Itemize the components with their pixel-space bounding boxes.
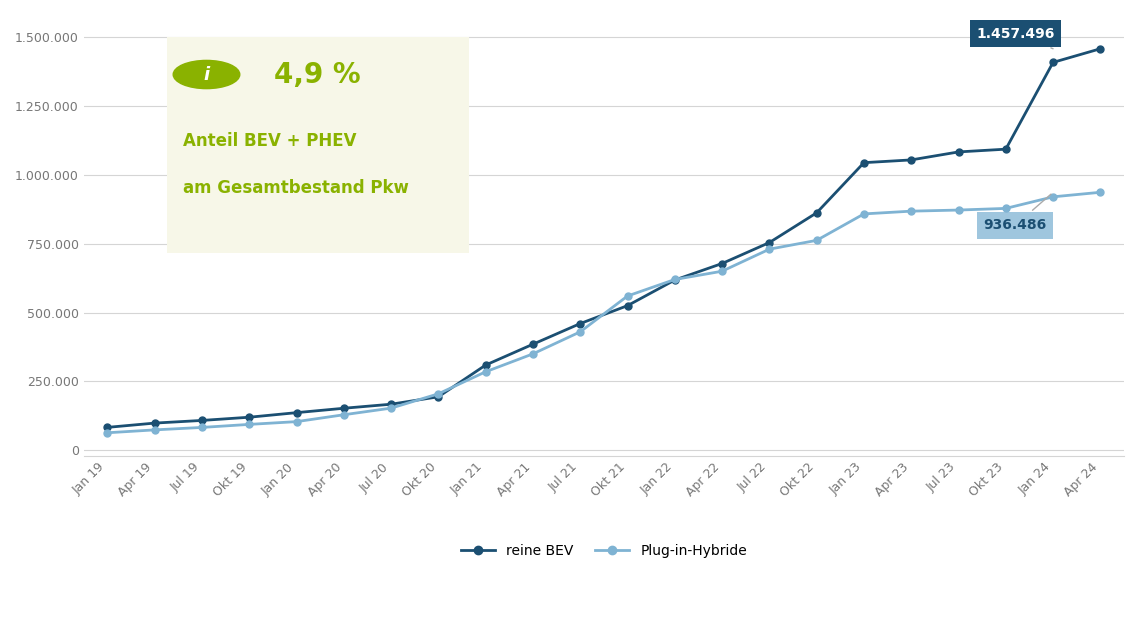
Legend: reine BEV, Plug-in-Hybride: reine BEV, Plug-in-Hybride <box>454 539 753 564</box>
Plug-in-Hybride <box>384 404 398 412</box>
reine BEV <box>478 361 492 369</box>
reine BEV <box>195 417 208 424</box>
Text: Anteil BEV + PHEV: Anteil BEV + PHEV <box>182 132 357 150</box>
Circle shape <box>173 60 240 88</box>
reine BEV <box>952 148 966 155</box>
Plug-in-Hybride <box>1093 189 1107 196</box>
reine BEV <box>762 239 776 246</box>
Plug-in-Hybride <box>621 292 634 300</box>
reine BEV <box>100 424 114 431</box>
Plug-in-Hybride <box>526 350 540 357</box>
reine BEV <box>810 209 823 216</box>
reine BEV <box>573 320 587 327</box>
reine BEV <box>243 413 256 421</box>
Plug-in-Hybride <box>952 206 966 214</box>
Plug-in-Hybride <box>289 418 303 425</box>
Plug-in-Hybride <box>432 390 445 398</box>
Plug-in-Hybride <box>762 245 776 253</box>
reine BEV <box>384 401 398 408</box>
reine BEV <box>337 404 351 412</box>
Line: reine BEV: reine BEV <box>104 45 1104 431</box>
Plug-in-Hybride <box>100 429 114 436</box>
reine BEV <box>526 340 540 348</box>
reine BEV <box>432 393 445 401</box>
Plug-in-Hybride <box>573 328 587 335</box>
Text: 4,9 %: 4,9 % <box>274 61 361 88</box>
reine BEV <box>1093 45 1107 53</box>
Text: i: i <box>204 65 210 83</box>
Plug-in-Hybride <box>243 421 256 428</box>
reine BEV <box>999 145 1013 153</box>
Plug-in-Hybride <box>148 426 162 434</box>
reine BEV <box>904 156 918 164</box>
Text: am Gesamtbestand Pkw: am Gesamtbestand Pkw <box>182 179 409 198</box>
Plug-in-Hybride <box>337 411 351 418</box>
Plug-in-Hybride <box>1047 193 1060 201</box>
Plug-in-Hybride <box>195 424 208 431</box>
Plug-in-Hybride <box>667 276 681 283</box>
FancyBboxPatch shape <box>167 37 468 253</box>
Text: 1.457.496: 1.457.496 <box>976 26 1055 49</box>
Text: 936.486: 936.486 <box>984 194 1051 233</box>
reine BEV <box>715 260 729 267</box>
reine BEV <box>148 419 162 427</box>
reine BEV <box>858 159 871 166</box>
Plug-in-Hybride <box>904 208 918 215</box>
Plug-in-Hybride <box>810 236 823 244</box>
Plug-in-Hybride <box>478 368 492 376</box>
Plug-in-Hybride <box>858 210 871 218</box>
reine BEV <box>1047 58 1060 66</box>
reine BEV <box>667 277 681 284</box>
Plug-in-Hybride <box>715 268 729 275</box>
reine BEV <box>289 409 303 416</box>
reine BEV <box>621 302 634 309</box>
Line: Plug-in-Hybride: Plug-in-Hybride <box>104 189 1104 436</box>
Plug-in-Hybride <box>999 204 1013 212</box>
